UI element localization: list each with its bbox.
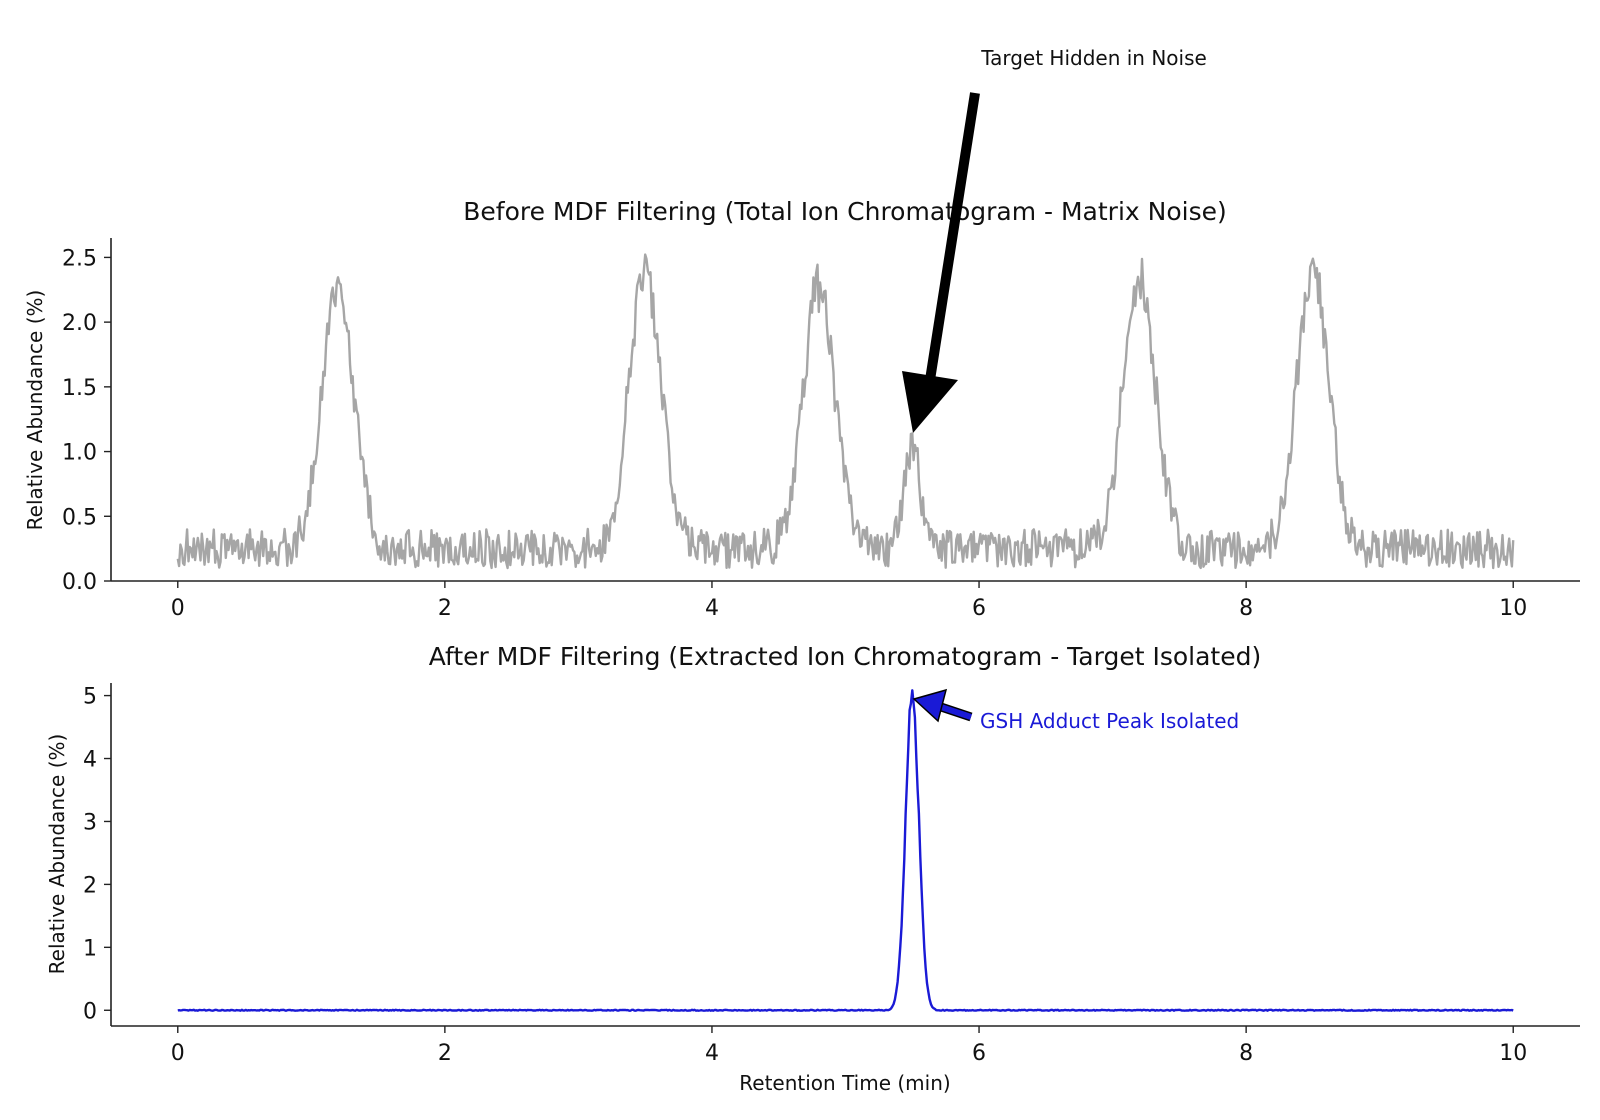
top-x-tick-label: 8 xyxy=(1239,596,1253,621)
top-y-axis-label: Relative Abundance (%) xyxy=(23,290,47,531)
bottom-annotation-arrow-fill xyxy=(937,703,972,720)
top-x-tick-label: 10 xyxy=(1499,596,1527,621)
bottom-annotation-arrowhead xyxy=(912,688,948,723)
bottom-y-tick-label: 0 xyxy=(83,999,97,1024)
top-x-tick-label: 4 xyxy=(705,596,719,621)
bottom-y-tick-label: 4 xyxy=(83,748,97,773)
top-y-tick-label: 1.0 xyxy=(62,441,97,466)
top-annotation-arrowhead xyxy=(902,371,958,433)
bottom-x-tick-label: 8 xyxy=(1239,1041,1253,1066)
bottom-x-tick-label: 4 xyxy=(705,1041,719,1066)
top-y-tick-label: 0.0 xyxy=(62,570,97,595)
top-x-tick-label: 6 xyxy=(972,596,986,621)
bottom-x-tick-label: 6 xyxy=(972,1041,986,1066)
top-x-tick-label: 0 xyxy=(171,596,185,621)
bottom-x-tick-label: 2 xyxy=(438,1041,452,1066)
top-annotation-arrow xyxy=(925,92,980,381)
bottom-annotation-label: GSH Adduct Peak Isolated xyxy=(980,709,1239,733)
bottom-y-tick-label: 1 xyxy=(83,936,97,961)
bottom-y-axis-label: Relative Abundance (%) xyxy=(45,734,69,975)
top-x-tick-label: 2 xyxy=(438,596,452,621)
bottom-y-tick-label: 3 xyxy=(83,810,97,835)
bottom-x-axis-label: Retention Time (min) xyxy=(739,1071,950,1095)
bottom-x-ticks: 0 2 4 6 8 10 xyxy=(171,1026,1527,1066)
bottom-y-tick-label: 5 xyxy=(83,685,97,710)
top-y-ticks: 0.0 0.5 1.0 1.5 2.0 2.5 xyxy=(62,246,111,595)
top-series-line xyxy=(176,253,1515,570)
bottom-y-ticks: 0 1 2 3 4 5 xyxy=(83,685,111,1024)
top-annotation-label: Target Hidden in Noise xyxy=(980,46,1207,70)
bottom-x-tick-label: 10 xyxy=(1499,1041,1527,1066)
top-y-tick-label: 1.5 xyxy=(62,376,97,401)
top-y-tick-label: 0.5 xyxy=(62,505,97,530)
bottom-series-line xyxy=(177,689,1514,1012)
top-annotation: Target Hidden in Noise xyxy=(902,46,1207,433)
top-x-ticks: 0 2 4 6 8 10 xyxy=(171,581,1527,621)
top-y-tick-label: 2.0 xyxy=(62,311,97,336)
bottom-y-tick-label: 2 xyxy=(83,873,97,898)
top-y-tick-label: 2.5 xyxy=(62,246,97,271)
bottom-x-tick-label: 0 xyxy=(171,1041,185,1066)
bottom-panel: After MDF Filtering (Extracted Ion Chrom… xyxy=(45,642,1580,1095)
bottom-chart-title: After MDF Filtering (Extracted Ion Chrom… xyxy=(429,642,1261,671)
top-chart-title: Before MDF Filtering (Total Ion Chromato… xyxy=(463,197,1227,226)
bottom-annotation: GSH Adduct Peak Isolated xyxy=(912,688,1239,733)
top-panel: Before MDF Filtering (Total Ion Chromato… xyxy=(23,46,1580,621)
